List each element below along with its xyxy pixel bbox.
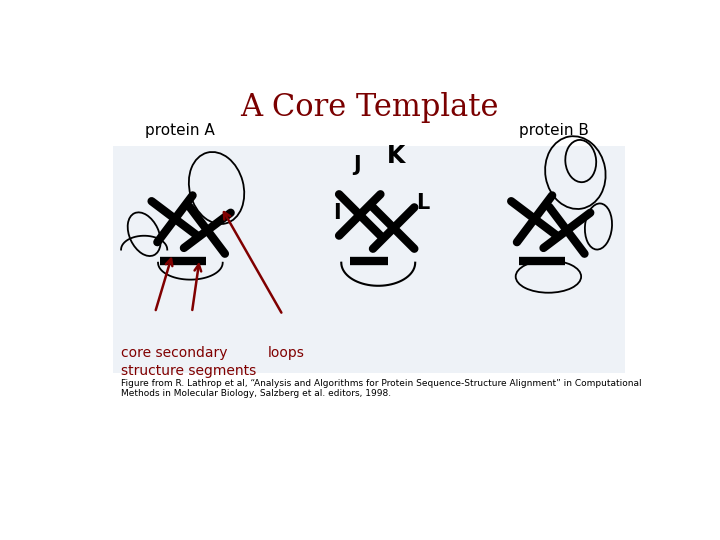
Text: protein A: protein A <box>145 123 215 138</box>
Text: core secondary
structure segments: core secondary structure segments <box>121 346 256 378</box>
FancyBboxPatch shape <box>113 146 625 373</box>
Text: L: L <box>416 193 430 213</box>
Text: J: J <box>354 155 361 175</box>
Text: loops: loops <box>267 346 305 360</box>
Text: I: I <box>333 202 341 222</box>
Text: Figure from R. Lathrop et al, “Analysis and Algorithms for Protein Sequence-Stru: Figure from R. Lathrop et al, “Analysis … <box>121 379 642 399</box>
Text: protein B: protein B <box>519 123 589 138</box>
Text: K: K <box>387 144 405 167</box>
Text: A Core Template: A Core Template <box>240 92 498 123</box>
